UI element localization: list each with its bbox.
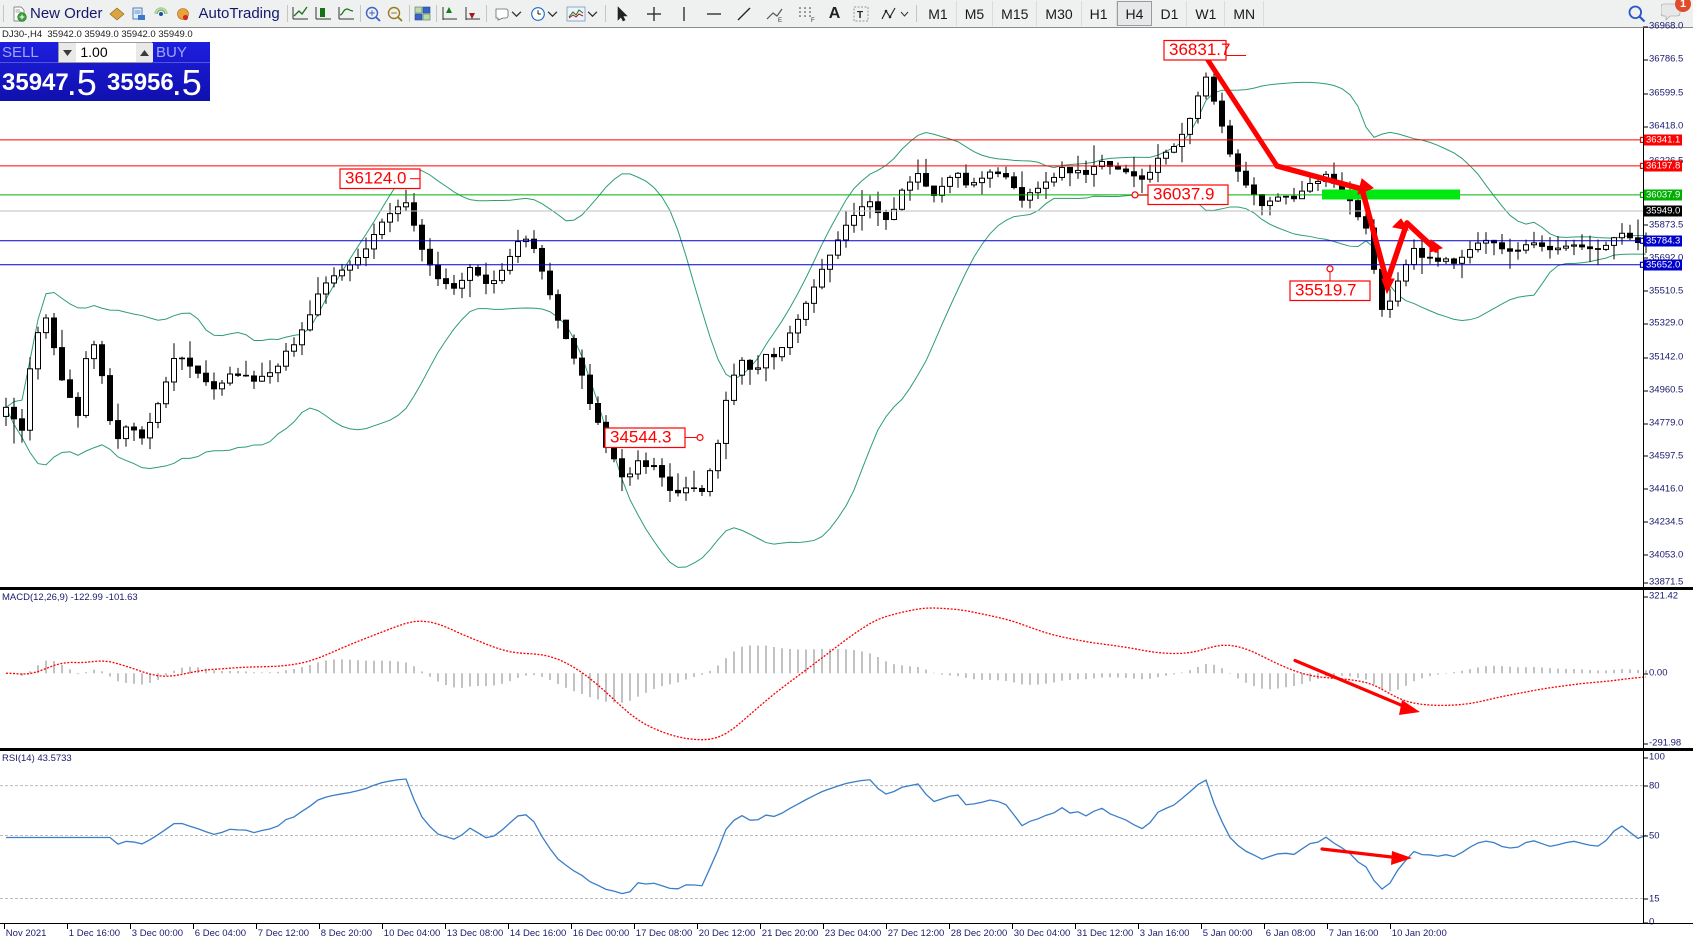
svg-text:36124.0: 36124.0 [345,169,406,188]
svg-text:36831.7: 36831.7 [1169,40,1230,59]
svg-text:T: T [857,10,863,21]
svg-text:E: E [778,18,782,23]
svg-text:34544.3: 34544.3 [610,428,671,447]
svg-text:36037.9: 36037.9 [1153,185,1214,204]
svg-text:35519.7: 35519.7 [1295,281,1356,300]
svg-text:F: F [811,18,815,23]
